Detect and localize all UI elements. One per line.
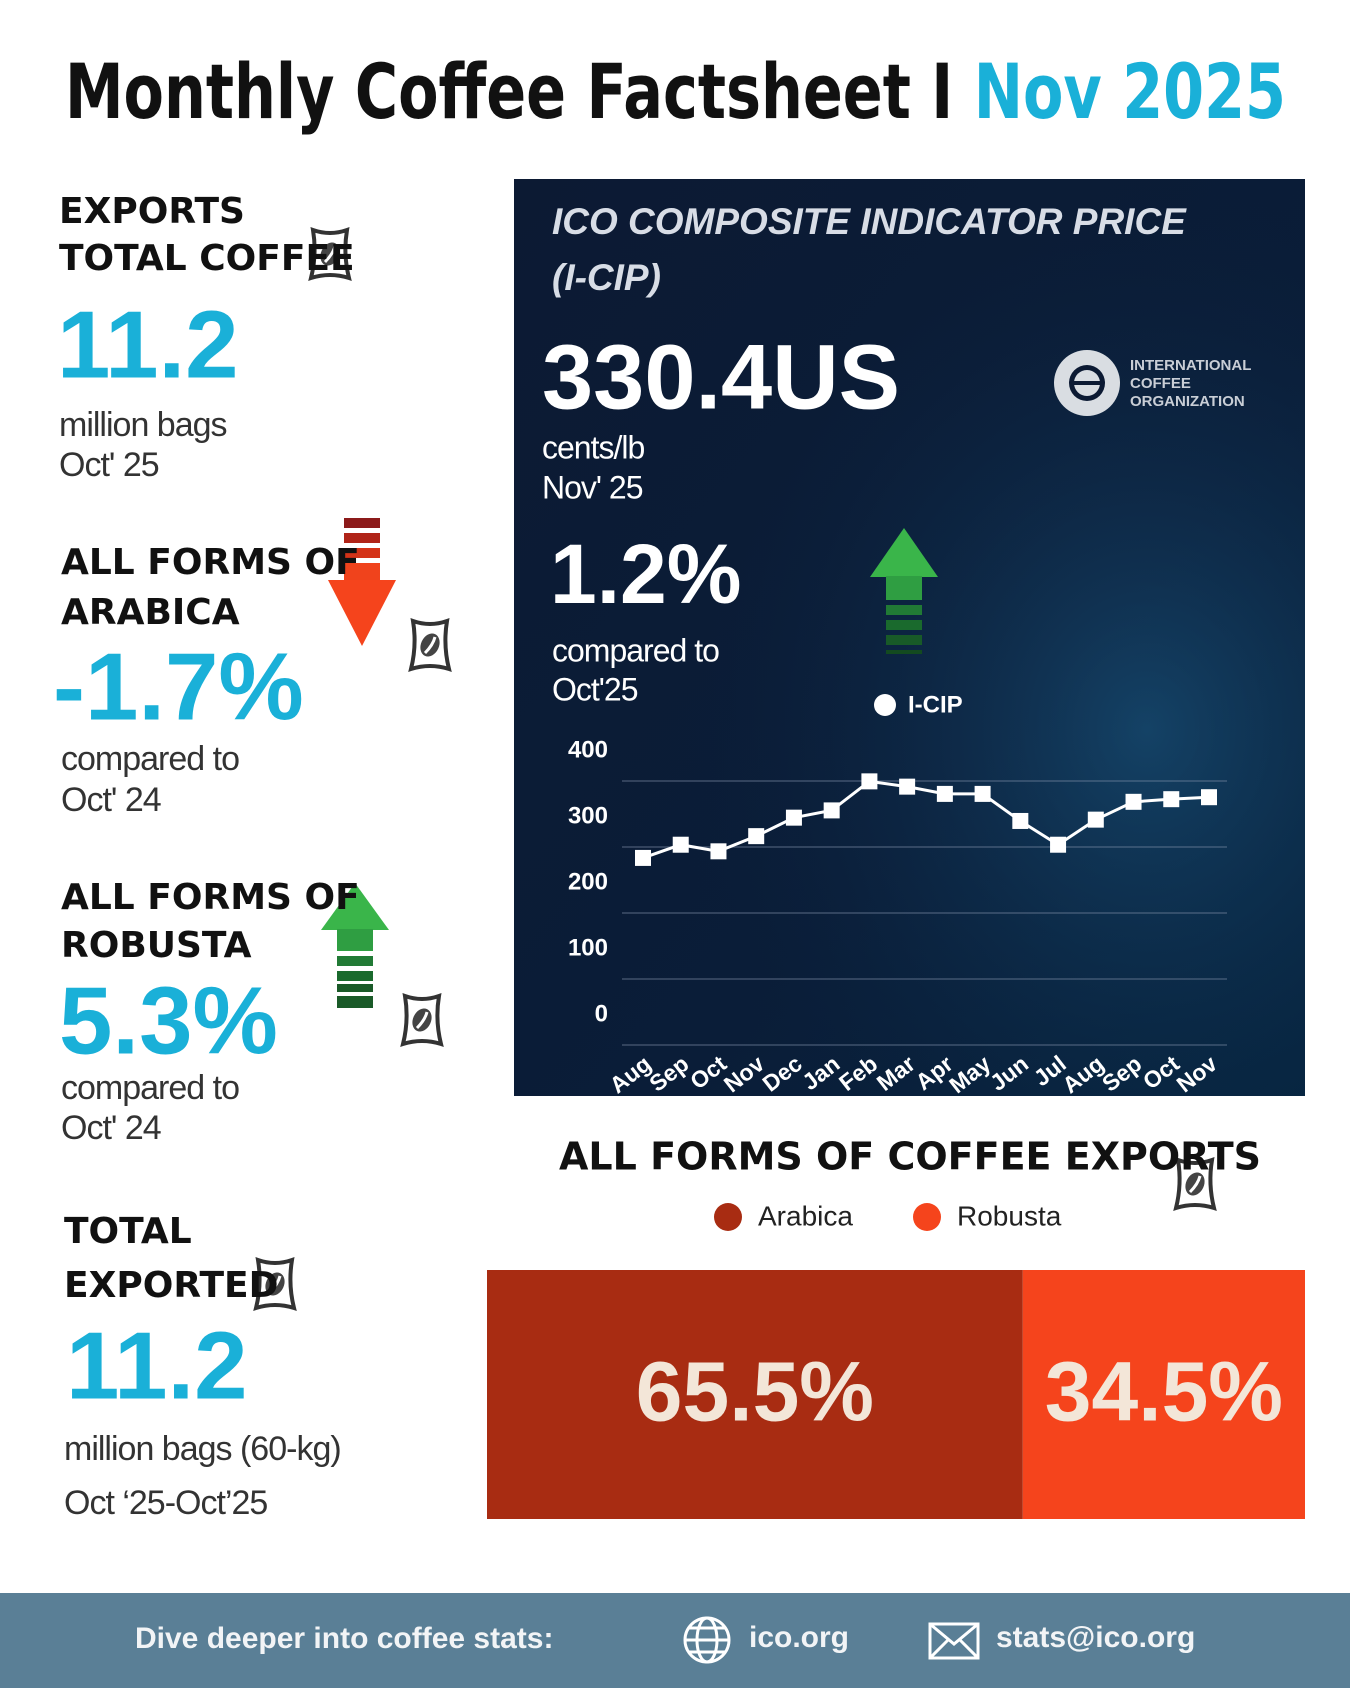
title-highlight: Nov 2025 <box>974 47 1286 136</box>
title-main: Monthly Coffee Factsheet I <box>65 47 953 136</box>
footer-link: stats@ico.org <box>996 1621 1195 1654</box>
point-marker <box>785 809 802 826</box>
arrow-down-red <box>328 518 396 646</box>
stat-note: Oct' 24 <box>61 1109 161 1147</box>
stat-value: 5.3% <box>59 967 278 1074</box>
point-marker <box>1201 789 1217 806</box>
y-tick-label: 200 <box>568 868 608 895</box>
globe-icon <box>683 1616 731 1664</box>
bar-chart-title: ALL FORMS OF COFFEE EXPORTS <box>559 1135 1261 1179</box>
price-note: Nov' 25 <box>542 469 643 505</box>
y-tick-label: 300 <box>568 802 608 829</box>
stat-label: ALL FORMS OF <box>61 542 360 583</box>
point-marker <box>635 849 651 866</box>
change-note: Oct'25 <box>552 671 638 707</box>
bar-value-label: 65.5% <box>636 1345 874 1439</box>
y-tick-label: 0 <box>595 1000 608 1027</box>
point-marker <box>748 828 765 845</box>
stat-label: ROBUSTA <box>61 925 252 966</box>
point-marker <box>1050 836 1067 853</box>
panel-title: ICO COMPOSITE INDICATOR PRICE <box>552 201 1187 242</box>
bar-segment <box>487 1270 1023 1519</box>
legend-label: I-CIP <box>908 691 963 718</box>
panel-title: (I-CIP) <box>552 257 661 298</box>
stat-note: compared to <box>61 1069 239 1107</box>
stat-label: ALL FORMS OF <box>61 877 360 918</box>
point-marker <box>899 778 916 795</box>
price-value: 330.4US <box>542 326 900 428</box>
stat-label: EXPORTS <box>59 191 245 232</box>
logo-text: ORGANIZATION <box>1130 393 1245 410</box>
stat-note: million bags (60-kg) <box>64 1430 341 1468</box>
footer-text: Dive deeper into coffee stats: <box>135 1622 553 1655</box>
change-note: compared to <box>552 632 719 668</box>
stat-note: Oct' 25 <box>59 446 159 484</box>
point-marker <box>1163 791 1180 808</box>
footer <box>0 1593 1350 1688</box>
point-marker <box>672 836 689 853</box>
point-marker <box>710 843 727 860</box>
y-tick-label: 400 <box>568 736 608 763</box>
legend-marker <box>913 1203 941 1231</box>
stat-label: ARABICA <box>61 592 240 633</box>
arrow-up-green-panel <box>870 528 938 654</box>
point-marker <box>1125 793 1142 810</box>
series-line <box>642 779 1210 860</box>
point-marker <box>974 785 991 802</box>
point-marker <box>861 773 878 790</box>
stat-value: 11.2 <box>66 1312 248 1419</box>
stat-value: -1.7% <box>53 633 304 740</box>
point-marker <box>1012 812 1029 829</box>
point-marker <box>823 802 840 819</box>
bag-icon <box>409 619 451 671</box>
price-note: cents/lb <box>542 429 644 465</box>
stat-note: Oct ‘25-Oct’25 <box>64 1484 267 1522</box>
mail-icon <box>928 1622 980 1660</box>
point-marker <box>1087 811 1104 828</box>
stat-label: EXPORTED <box>64 1265 278 1306</box>
legend-label: Robusta <box>957 1200 1062 1231</box>
footer-link: ico.org <box>749 1621 849 1654</box>
stat-note: compared to <box>61 740 239 778</box>
y-tick-label: 100 <box>568 934 608 961</box>
page-title: Monthly Coffee Factsheet I Nov 2025 <box>65 47 1286 136</box>
logo-text: COFFEE <box>1130 375 1191 392</box>
stat-value: 11.2 <box>57 291 239 398</box>
change-value: 1.2% <box>550 527 741 621</box>
bag-icon <box>401 994 443 1046</box>
bar-value-label: 34.5% <box>1045 1345 1283 1439</box>
stat-note: million bags <box>59 406 227 444</box>
stat-label: TOTAL <box>64 1211 192 1252</box>
point-marker <box>936 785 953 802</box>
stat-note: Oct' 24 <box>61 781 161 819</box>
legend-label: Arabica <box>758 1200 853 1231</box>
logo-text: INTERNATIONAL <box>1130 357 1251 374</box>
ico-logo <box>1054 350 1120 416</box>
arrow-up-green-left <box>321 883 389 1008</box>
legend-marker <box>714 1203 742 1231</box>
stat-label: TOTAL COFFEE <box>59 238 355 279</box>
legend-marker <box>874 694 896 716</box>
bar-segment <box>1022 1270 1305 1519</box>
